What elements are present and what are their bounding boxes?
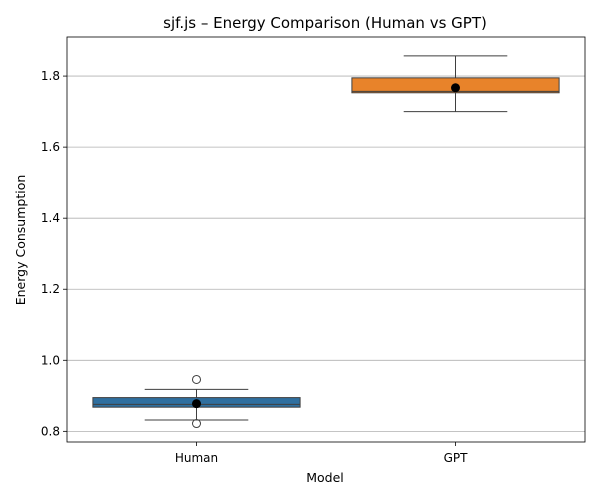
x-tick-label: Human: [175, 451, 218, 465]
outlier-point: [192, 419, 201, 429]
y-tick-label: 1.0: [41, 353, 60, 367]
y-axis-label: Energy Consumption: [13, 175, 28, 306]
box-human: [92, 374, 301, 429]
x-tick-label: GPT: [444, 451, 469, 465]
y-tick-label: 1.8: [41, 69, 60, 83]
y-tick-label: 0.8: [41, 424, 60, 438]
y-tick-label: 1.2: [41, 282, 60, 296]
x-axis-label: Model: [306, 470, 344, 485]
grid-lines: [67, 75, 585, 432]
mean-point: [451, 83, 460, 93]
box-gpt: [351, 55, 560, 113]
axis-ticks: 0.8 1.0 1.2 1.4 1.6 1.8 Human GPT: [41, 69, 468, 465]
box-series: [92, 55, 560, 429]
y-tick-label: 1.6: [41, 140, 60, 154]
mean-point: [192, 399, 201, 409]
plot-frame: [66, 36, 586, 443]
chart-title: sjf.js – Energy Comparison (Human vs GPT…: [163, 14, 487, 32]
y-tick-label: 1.4: [41, 211, 60, 225]
outlier-point: [192, 374, 201, 384]
